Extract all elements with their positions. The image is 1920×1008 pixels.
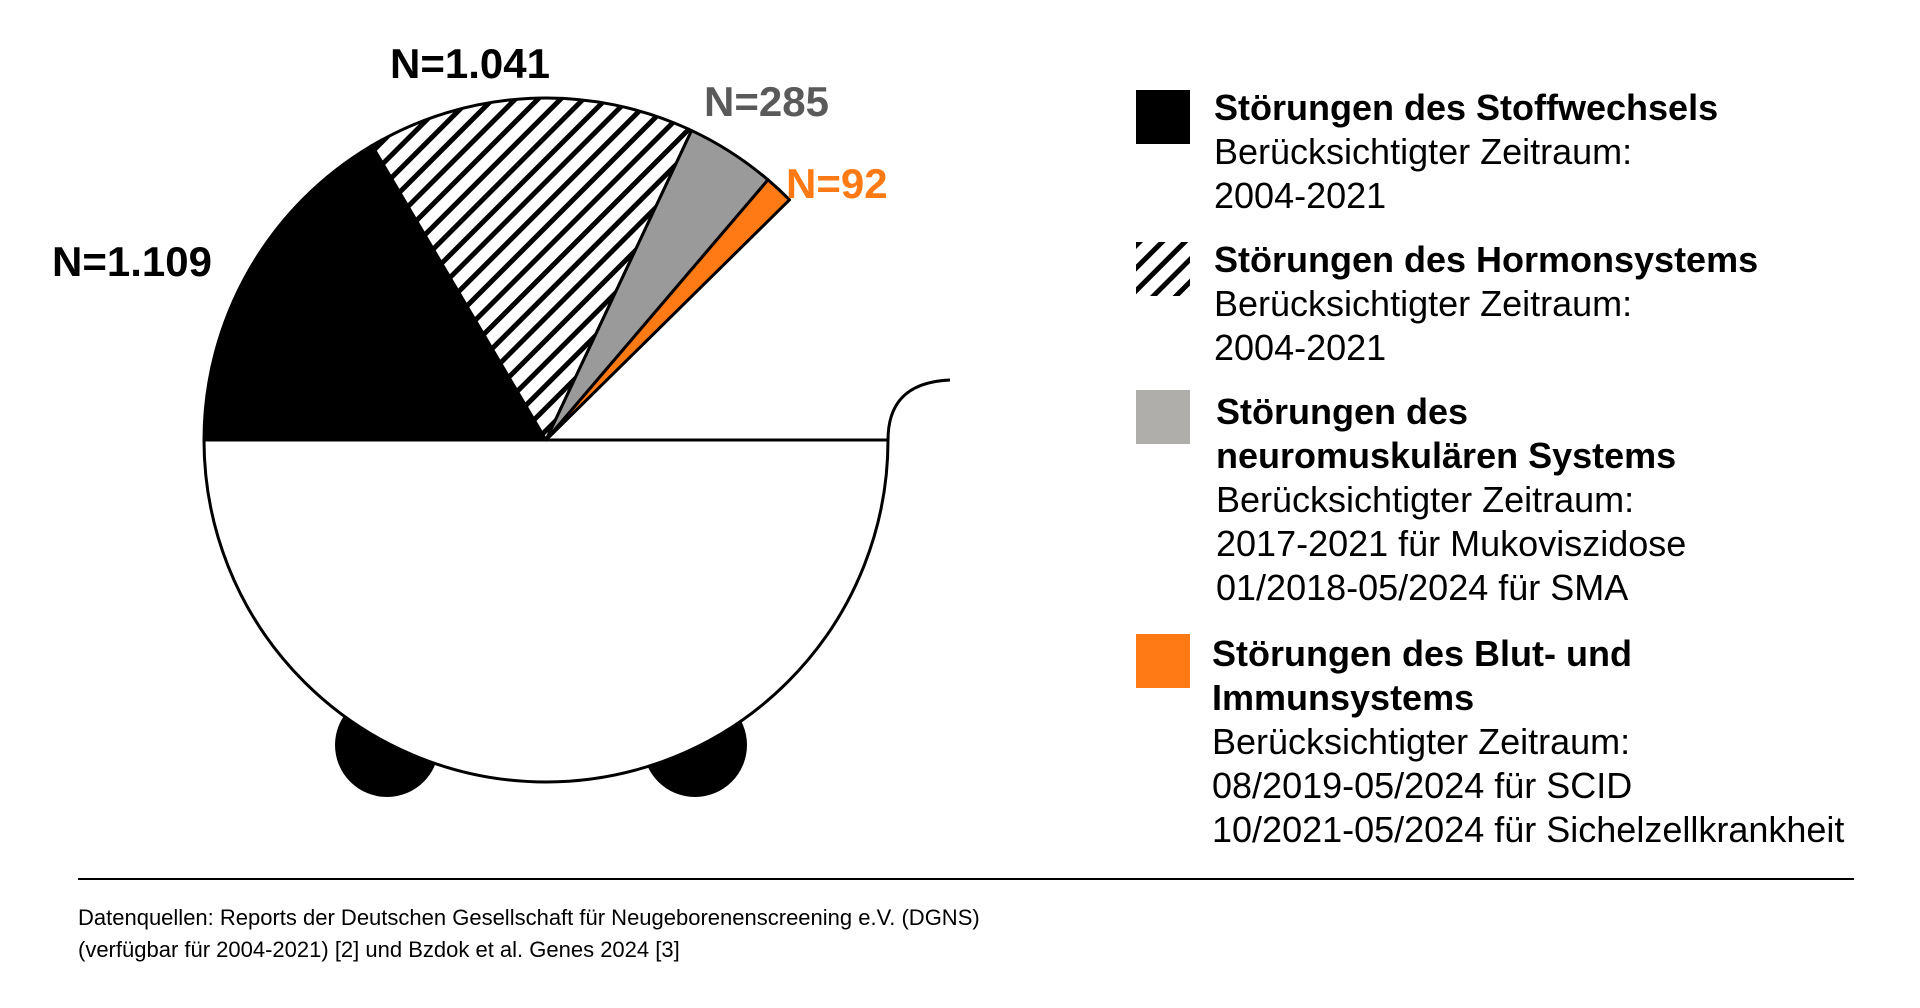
slice-data-label: N=1.041 — [390, 40, 550, 87]
legend-item-neuromuskulaer: Störungen des neuromuskulären Systems Be… — [1136, 390, 1916, 610]
legend-swatch-hatch — [1136, 242, 1190, 296]
legend-swatch-orange — [1136, 634, 1190, 688]
legend-item-stoffwechsel: Störungen des Stoffwechsels Berücksichti… — [1136, 86, 1916, 216]
slice-data-label: N=285 — [704, 78, 829, 125]
legend-title: Störungen des neuromuskulären Systems — [1216, 391, 1677, 476]
legend-swatch-black — [1136, 90, 1190, 144]
source-note: Datenquellen: Reports der Deutschen Gese… — [78, 905, 980, 962]
legend-item-blut-immun: Störungen des Blut- und Immunsystems Ber… — [1136, 632, 1916, 852]
legend-title: Störungen des Stoffwechsels — [1214, 87, 1719, 128]
pie-slice — [202, 144, 548, 442]
legend-swatch-grey — [1136, 390, 1190, 444]
legend-title: Störungen des Hormonsystems — [1214, 239, 1759, 280]
footer-divider — [78, 878, 1854, 880]
legend-period: Berücksichtigter Zeitraum: 08/2019-05/20… — [1212, 721, 1845, 850]
stroller-basket — [202, 438, 890, 784]
slice-data-label: N=1.109 — [52, 238, 212, 285]
legend-item-hormonsystem: Störungen des Hormonsystems Berücksichti… — [1136, 238, 1916, 368]
stroller-handle — [886, 378, 951, 441]
pie-slice — [544, 178, 792, 442]
pie-slice — [370, 96, 694, 442]
slice-data-label: N=92 — [786, 160, 888, 207]
legend-period: Berücksichtigter Zeitraum: 2004-2021 — [1214, 283, 1633, 368]
legend-period: Berücksichtigter Zeitraum: 2017-2021 für… — [1216, 479, 1687, 608]
legend-period: Berücksichtigter Zeitraum: 2004-2021 — [1214, 131, 1633, 216]
legend-title: Störungen des Blut- und Immunsystems — [1212, 633, 1632, 718]
